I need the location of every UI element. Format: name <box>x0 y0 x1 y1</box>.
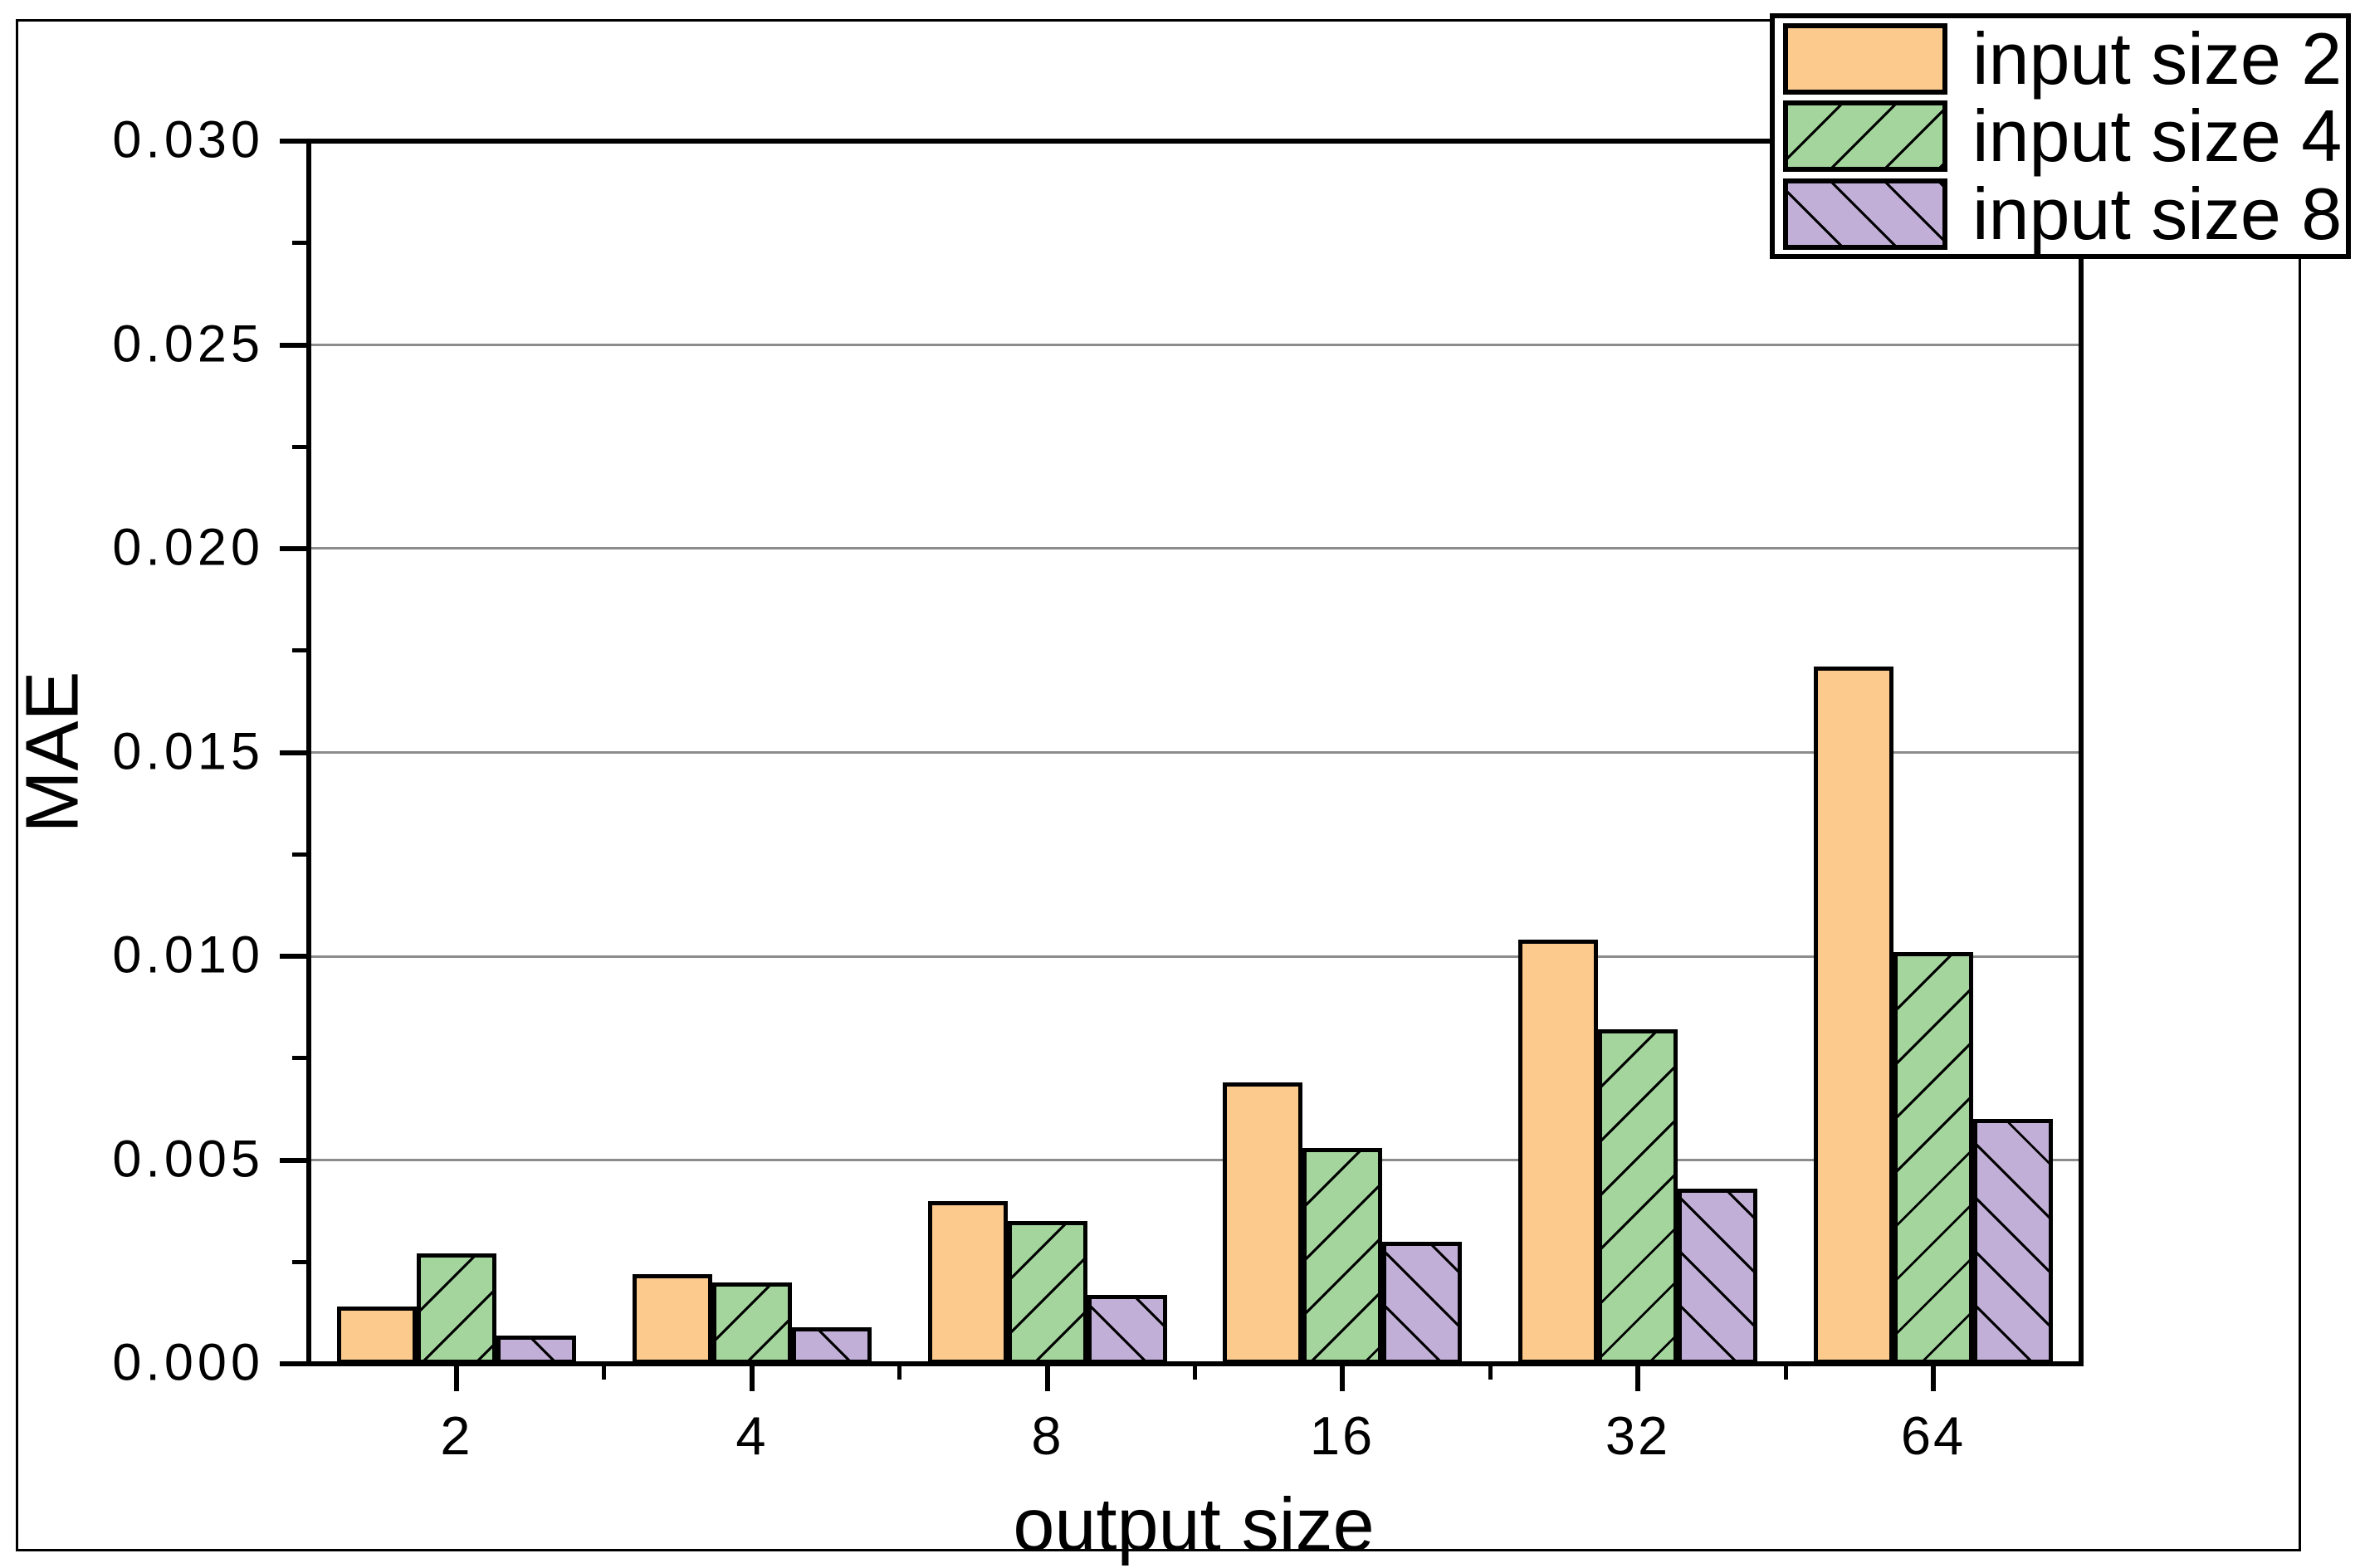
y-minor-tick <box>292 445 306 449</box>
legend-row: input size 4 <box>1783 99 2346 173</box>
y-major-tick <box>280 546 306 551</box>
x-minor-tick <box>1488 1366 1493 1380</box>
gridline-y <box>311 344 2079 346</box>
figure-border <box>16 19 2301 1551</box>
legend-swatch-icon <box>1783 22 1947 95</box>
bar-input-size-2-output-4 <box>633 1274 712 1364</box>
x-tick-label: 8 <box>1031 1405 1064 1466</box>
x-tick-label: 32 <box>1605 1405 1671 1466</box>
bar-input-size-4-output-64 <box>1893 952 1973 1364</box>
bar-input-size-4-output-2 <box>417 1253 496 1364</box>
x-minor-tick <box>897 1366 901 1380</box>
y-minor-tick <box>292 241 306 245</box>
y-major-tick <box>280 1158 306 1163</box>
y-minor-tick <box>292 1260 306 1264</box>
x-major-tick <box>1635 1366 1640 1391</box>
bar-input-size-4-output-16 <box>1302 1148 1382 1364</box>
y-tick-label: 0.010 <box>112 926 264 984</box>
x-minor-tick <box>602 1366 606 1380</box>
x-minor-tick <box>1784 1366 1788 1380</box>
bar-input-size-2-output-64 <box>1814 667 1893 1364</box>
bar-input-size-8-output-4 <box>792 1327 872 1364</box>
y-major-tick <box>280 1361 306 1366</box>
legend-swatch-icon <box>1783 100 1947 172</box>
y-tick-label: 0.000 <box>112 1333 264 1392</box>
bar-input-size-2-output-2 <box>337 1307 417 1364</box>
x-tick-label: 2 <box>440 1405 473 1466</box>
y-minor-tick <box>292 852 306 857</box>
x-major-tick <box>1340 1366 1345 1391</box>
legend-row: input size 8 <box>1783 177 2346 252</box>
y-minor-tick <box>292 1056 306 1060</box>
legend-label: input size 2 <box>1972 17 2343 100</box>
x-tick-label: 4 <box>735 1405 769 1466</box>
x-major-tick <box>750 1366 755 1391</box>
x-major-tick <box>1045 1366 1050 1391</box>
bar-input-size-8-output-16 <box>1382 1242 1462 1364</box>
legend-row: input size 2 <box>1783 22 2346 96</box>
y-minor-tick <box>292 648 306 652</box>
gridline-y <box>311 547 2079 550</box>
bar-input-size-4-output-8 <box>1008 1221 1087 1364</box>
legend: input size 2 input size 4 input size 8 <box>1770 13 2351 259</box>
legend-label: input size 8 <box>1972 172 2343 255</box>
gridline-y <box>311 1159 2079 1161</box>
bar-input-size-8-output-32 <box>1678 1189 1757 1364</box>
y-tick-label: 0.020 <box>112 518 264 577</box>
bar-input-size-4-output-32 <box>1598 1029 1678 1364</box>
legend-swatch-icon <box>1783 178 1947 250</box>
y-major-tick <box>280 954 306 959</box>
gridline-y <box>311 751 2079 754</box>
legend-label: input size 4 <box>1972 95 2343 177</box>
bar-input-size-8-output-8 <box>1087 1295 1167 1364</box>
x-axis-title: output size <box>1013 1483 1375 1567</box>
x-minor-tick <box>1193 1366 1197 1380</box>
y-major-tick <box>280 750 306 755</box>
bar-input-size-8-output-2 <box>496 1336 576 1364</box>
bar-input-size-8-output-64 <box>1973 1119 2053 1364</box>
bar-input-size-2-output-32 <box>1518 940 1598 1364</box>
x-major-tick <box>454 1366 459 1391</box>
x-major-tick <box>1931 1366 1936 1391</box>
x-tick-label: 64 <box>1900 1405 1967 1466</box>
gridline-y <box>311 955 2079 958</box>
y-tick-label: 0.030 <box>112 110 264 169</box>
y-major-tick <box>280 139 306 144</box>
bar-input-size-2-output-16 <box>1223 1082 1302 1364</box>
y-tick-label: 0.015 <box>112 722 264 781</box>
bar-input-size-4-output-4 <box>712 1282 792 1364</box>
y-axis-title: MAE <box>11 671 95 833</box>
x-tick-label: 16 <box>1309 1405 1375 1466</box>
y-tick-label: 0.025 <box>112 315 264 374</box>
y-tick-label: 0.005 <box>112 1130 264 1189</box>
y-major-tick <box>280 343 306 348</box>
bar-input-size-2-output-8 <box>928 1201 1008 1364</box>
